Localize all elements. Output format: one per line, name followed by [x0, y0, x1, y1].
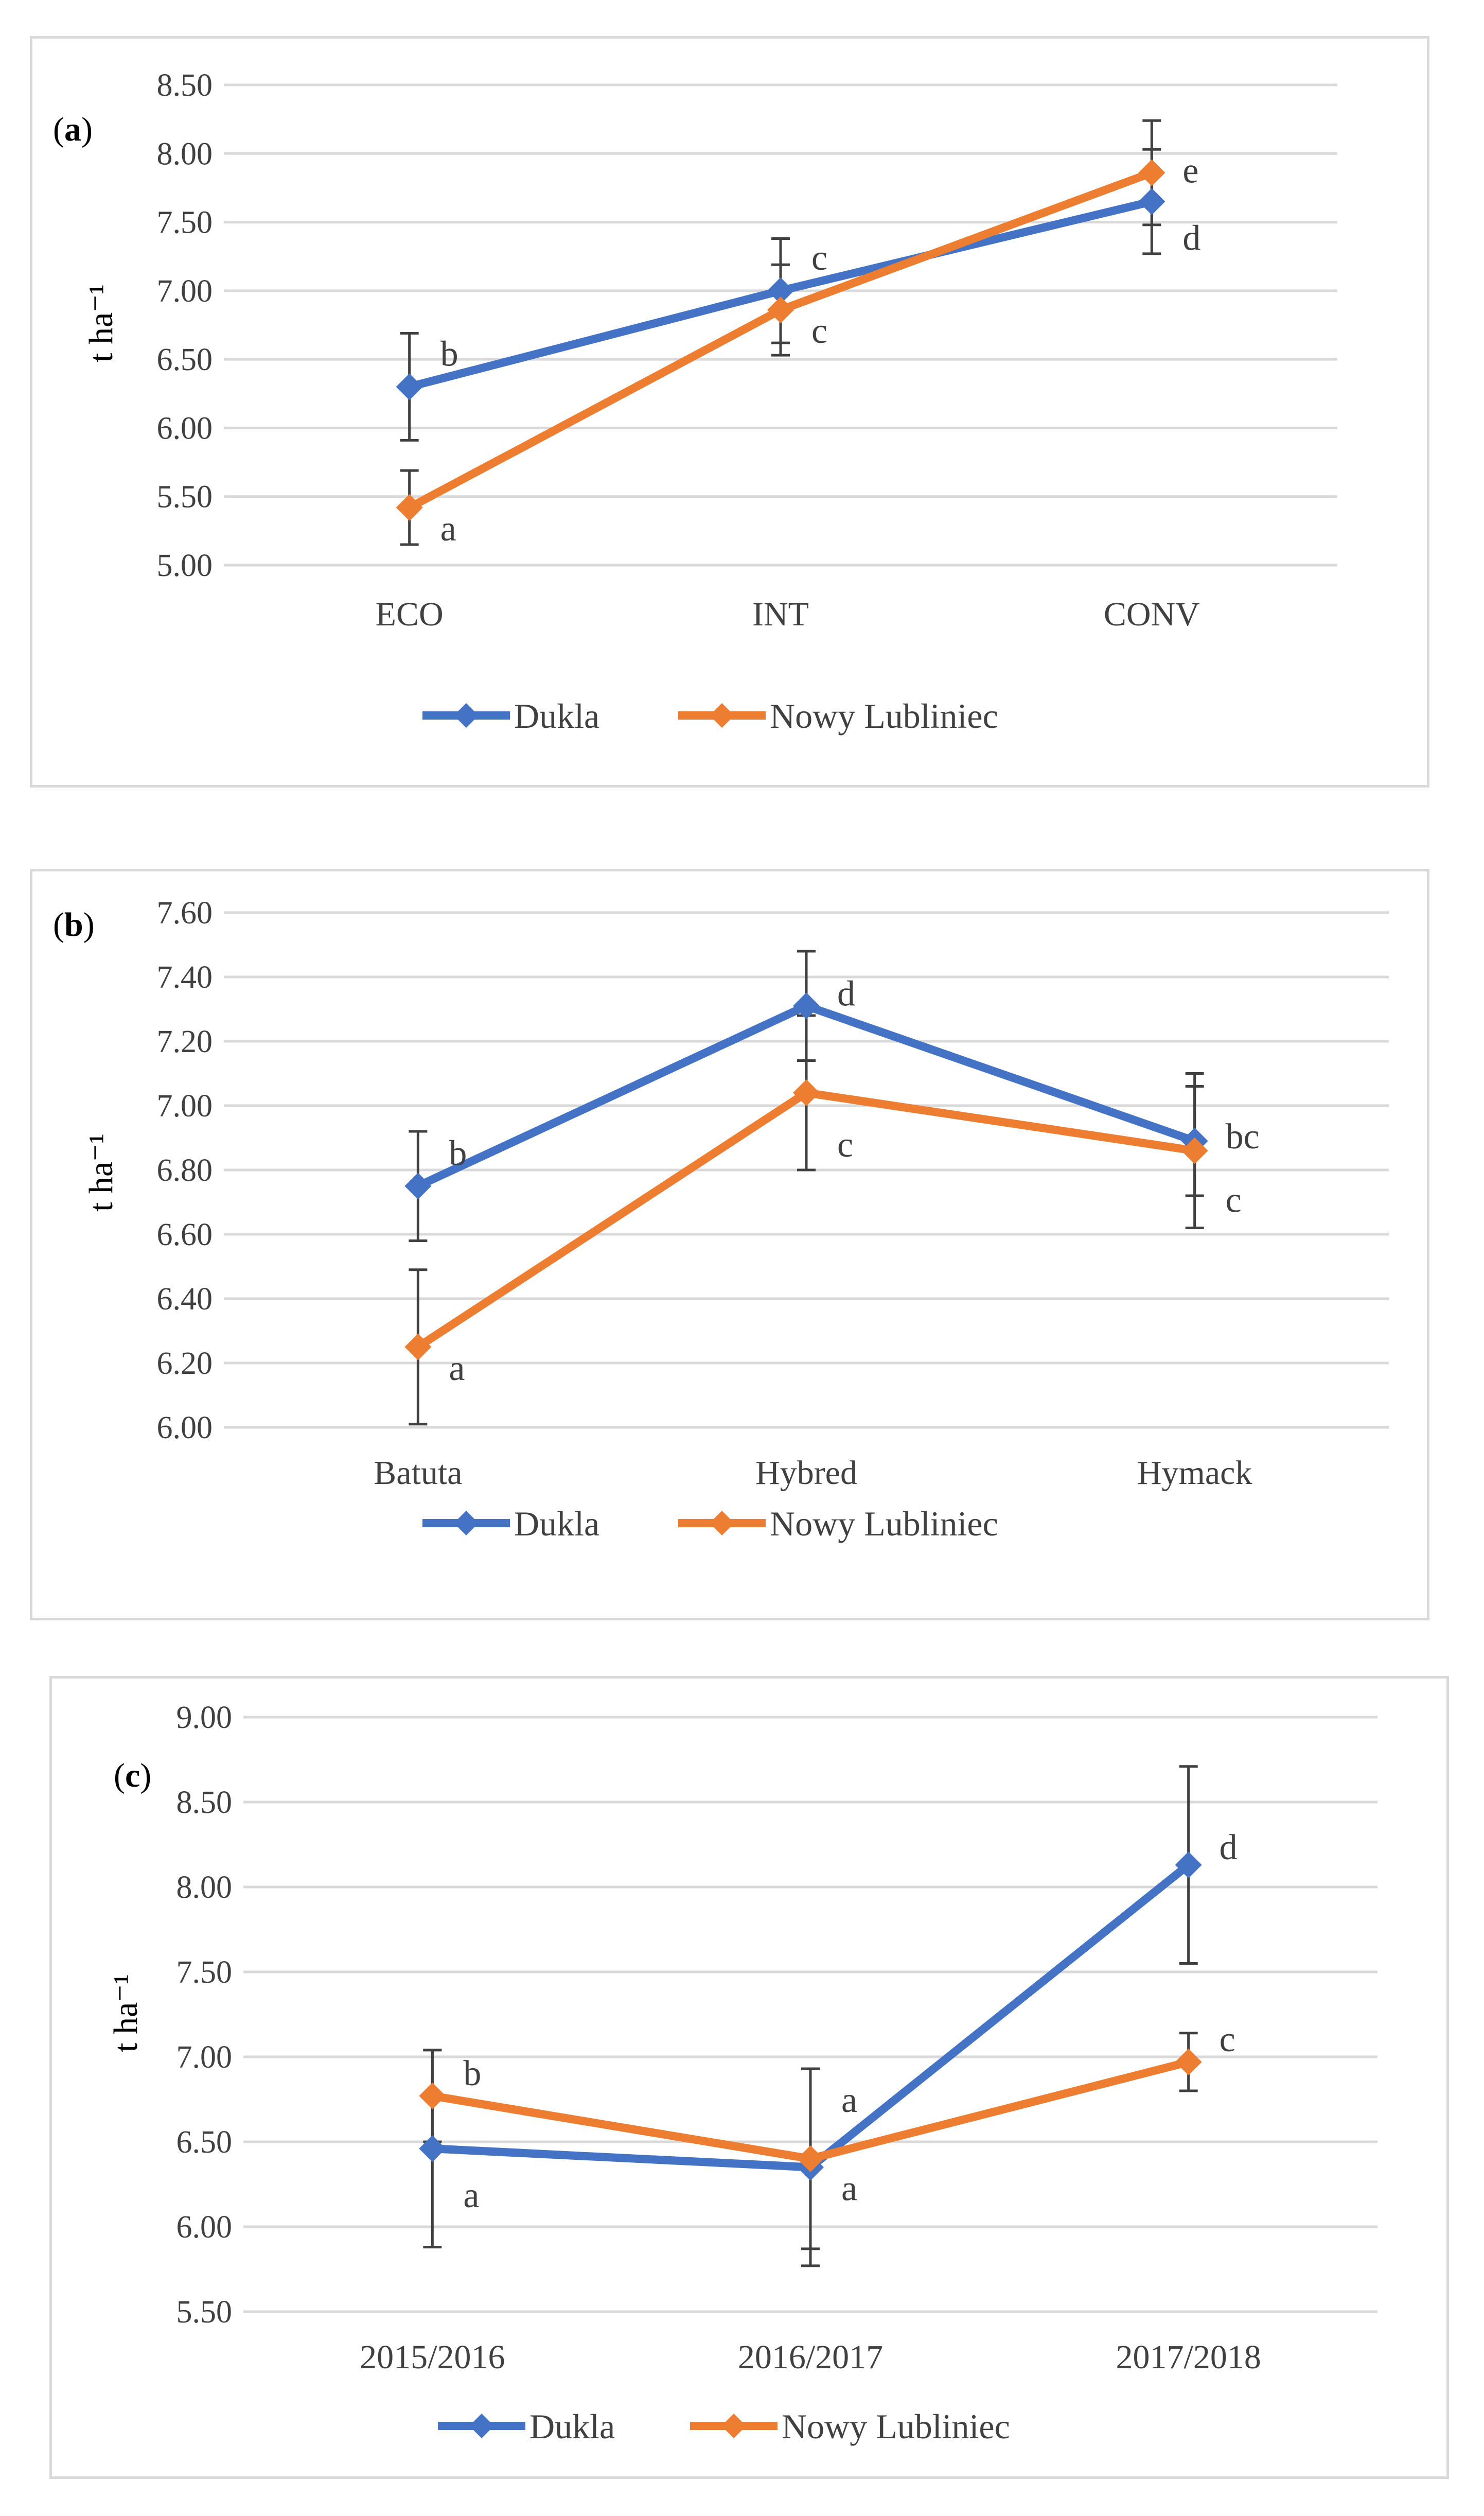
y-tick-label: 6.20: [157, 1346, 213, 1381]
panel-label: (c): [114, 1757, 151, 1794]
significance-letter: c: [811, 238, 827, 278]
legend-entry: Dukla: [514, 1504, 599, 1543]
y-tick-label: 7.40: [157, 960, 213, 995]
significance-letter: b: [440, 334, 458, 374]
data-point-nowy-lubliniec: [1175, 2048, 1202, 2075]
significance-letter: c: [1226, 1181, 1242, 1220]
y-tick-label: 8.50: [157, 68, 213, 103]
legend-marker: [710, 703, 734, 728]
data-point-dukla: [404, 1173, 432, 1200]
y-tick-label: 6.50: [176, 2125, 233, 2160]
y-tick-label: 7.20: [157, 1024, 213, 1059]
y-tick-label: 5.50: [157, 480, 213, 515]
y-axis-label: t ha⁻¹: [82, 284, 120, 362]
data-point-nowy-lubliniec: [1138, 159, 1165, 186]
significance-letter: b: [449, 1133, 467, 1173]
significance-letter: a: [841, 2169, 857, 2209]
data-point-nowy-lubliniec: [767, 296, 794, 324]
significance-letter: b: [463, 2054, 481, 2093]
y-tick-label: 9.00: [176, 1700, 233, 1735]
significance-letter: d: [1220, 1828, 1238, 1867]
significance-letter: e: [1182, 151, 1198, 191]
significance-letter: c: [811, 311, 827, 351]
y-tick-label: 8.00: [157, 136, 213, 171]
significance-letter: c: [1220, 2020, 1235, 2059]
legend-marker: [454, 703, 479, 728]
legend-entry: Dukla: [529, 2407, 615, 2446]
data-point-nowy-lubliniec: [1181, 1137, 1208, 1164]
legend-marker: [454, 1511, 479, 1535]
significance-letter: a: [449, 1349, 465, 1388]
chart-panel-b: 6.00 6.20 6.40 6.60 6.80 7.00 7.20 7.40 7.60 (b) t…: [30, 869, 1429, 1620]
significance-letter: a: [463, 2176, 479, 2215]
x-tick-label: CONV: [1104, 596, 1200, 633]
legend-marker: [469, 2414, 494, 2438]
y-tick-label: 6.00: [157, 411, 213, 446]
x-tick-label: 2016/2017: [738, 2338, 883, 2376]
chart-b-canvas: 6.00 6.20 6.40 6.60 6.80 7.00 7.20 7.40 7.60 (b) t…: [53, 896, 1389, 1543]
significance-letter: d: [837, 974, 855, 1014]
data-point-dukla: [1138, 188, 1165, 215]
legend-entry: Nowy Lubliniec: [782, 2407, 1010, 2446]
data-point-nowy-lubliniec: [404, 1333, 432, 1360]
significance-letter: d: [1182, 219, 1200, 258]
y-tick-label: 6.40: [157, 1282, 213, 1317]
significance-letter: a: [841, 2081, 857, 2120]
y-tick-label: 7.50: [176, 1955, 233, 1990]
y-tick-label: 7.60: [157, 896, 213, 931]
chart-a-canvas: 5.00 5.50 6.00 6.50 7.00 7.50 8.00 8.50 (a) t ha⁻…: [53, 68, 1337, 736]
y-tick-label: 6.50: [157, 342, 213, 377]
data-point-dukla: [419, 2135, 446, 2162]
legend-entry: Nowy Lubliniec: [770, 1504, 998, 1543]
x-tick-label: ECO: [376, 596, 444, 633]
y-axis-label: t ha⁻¹: [82, 1133, 120, 1212]
x-tick-label: Hybred: [755, 1454, 857, 1492]
data-point-dukla: [1175, 1851, 1202, 1879]
legend-entry: Dukla: [514, 696, 599, 736]
x-tick-label: Hymack: [1137, 1454, 1252, 1492]
significance-letter: c: [837, 1125, 853, 1165]
y-tick-label: 6.00: [157, 1410, 213, 1445]
data-point-dukla: [793, 992, 820, 1020]
x-tick-label: INT: [752, 596, 809, 633]
data-point-dukla: [767, 277, 794, 304]
data-point-nowy-lubliniec: [396, 494, 423, 521]
chart-c-canvas: 5.50 6.00 6.50 7.00 7.50 8.00 8.50 9.00 (c) t ha⁻…: [107, 1700, 1377, 2446]
y-tick-label: 6.80: [157, 1153, 213, 1188]
x-tick-label: 2015/2016: [360, 2338, 505, 2376]
chart-panel-a: 5.00 5.50 6.00 6.50 7.00 7.50 8.00 8.50 (a) t ha⁻…: [30, 36, 1429, 788]
legend-marker: [721, 2414, 746, 2438]
data-point-nowy-lubliniec: [797, 2145, 824, 2172]
y-tick-label: 7.00: [157, 274, 213, 309]
panel-label: (b): [53, 906, 95, 944]
data-point-nowy-lubliniec: [419, 2082, 446, 2109]
significance-letter: bc: [1226, 1117, 1260, 1157]
y-tick-label: 8.00: [176, 1870, 233, 1905]
y-tick-label: 7.50: [157, 205, 213, 240]
y-tick-label: 8.50: [176, 1785, 233, 1820]
legend-entry: Nowy Lubliniec: [770, 696, 998, 736]
data-point-nowy-lubliniec: [793, 1079, 820, 1106]
x-tick-label: Batuta: [374, 1454, 462, 1492]
significance-letter: a: [440, 509, 456, 549]
y-tick-label: 6.00: [176, 2210, 233, 2245]
x-tick-label: 2017/2018: [1116, 2338, 1261, 2376]
y-tick-label: 5.50: [176, 2295, 233, 2330]
y-tick-label: 7.00: [176, 2040, 233, 2075]
panel-label: (a): [53, 111, 93, 148]
y-axis-label: t ha⁻¹: [107, 1974, 145, 2052]
y-tick-label: 7.00: [157, 1089, 213, 1124]
legend-marker: [710, 1511, 734, 1535]
chart-panel-c: 5.50 6.00 6.50 7.00 7.50 8.00 8.50 9.00 (c) t ha⁻…: [49, 1676, 1449, 2479]
data-point-dukla: [396, 373, 423, 400]
y-tick-label: 6.60: [157, 1217, 213, 1252]
y-tick-label: 5.00: [157, 548, 213, 583]
